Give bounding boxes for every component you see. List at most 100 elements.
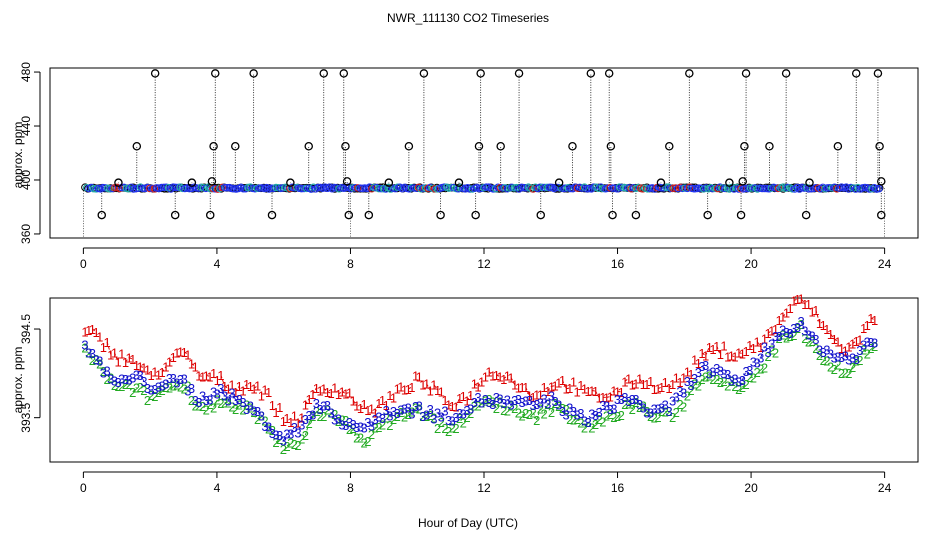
series-3-point: 3 [731, 372, 738, 387]
series-1-segment [304, 398, 310, 405]
series-2-segment [257, 415, 262, 420]
series-3-point: 3 [129, 371, 136, 386]
top-baseline-point [552, 183, 561, 192]
series-1-segment [551, 385, 556, 387]
series-1-segment [503, 375, 508, 380]
series-1-segment [191, 363, 196, 367]
series-2-point: 2 [563, 402, 570, 417]
series-1-point: 1 [757, 340, 764, 355]
series-3-point: 3 [570, 404, 577, 419]
series-1-segment [852, 340, 857, 345]
top-x-tick-label: 0 [80, 257, 87, 271]
top-outlier-point [656, 178, 666, 187]
series-2-point: 2 [225, 396, 232, 411]
series-1-point: 1 [838, 341, 845, 356]
series-2-point: 2 [100, 364, 107, 379]
top-baseline-point [875, 184, 883, 193]
series-3-point: 3 [753, 356, 760, 371]
series-1-point: 1 [346, 385, 353, 400]
series-3-point: 3 [515, 392, 522, 407]
series-1-point: 1 [537, 387, 544, 402]
top-baseline-point [267, 184, 276, 193]
series-1-segment [756, 341, 762, 348]
series-1-point: 1 [816, 316, 823, 331]
series-2-point: 2 [114, 379, 121, 394]
series-2-point: 2 [493, 401, 500, 416]
top-outlier-point [304, 142, 313, 151]
series-3-point: 3 [276, 428, 283, 443]
series-2-point: 2 [206, 397, 213, 412]
series-1-point: 1 [548, 379, 555, 394]
series-3-segment [128, 377, 134, 381]
top-baseline-point [206, 185, 215, 193]
series-1-point: 1 [247, 379, 254, 394]
bottom-series-3: 3333333333333333333333333333333333333333… [81, 314, 878, 448]
top-outlier-point [496, 142, 505, 151]
series-2-point: 2 [335, 414, 342, 429]
series-1-point: 1 [144, 362, 151, 377]
series-1-segment [92, 328, 97, 333]
series-3-point: 3 [610, 402, 617, 417]
series-2-point: 2 [430, 410, 437, 425]
series-1-point: 1 [331, 380, 338, 395]
top-outlier-point [404, 142, 414, 151]
series-3-point: 3 [445, 413, 452, 428]
series-1-segment [782, 312, 787, 318]
series-2-segment [415, 407, 420, 409]
series-3-point: 3 [596, 405, 603, 420]
series-1-point: 1 [790, 294, 797, 309]
series-2-segment [308, 415, 314, 424]
series-1-segment [224, 385, 229, 389]
series-2-point: 2 [441, 421, 448, 436]
series-3-point: 3 [540, 392, 547, 407]
series-3-point: 3 [269, 426, 276, 441]
series-1-point: 1 [834, 334, 841, 349]
series-1-segment [749, 344, 754, 349]
series-2-point: 2 [390, 412, 397, 427]
top-baseline-point [407, 184, 416, 192]
series-1-segment [716, 345, 721, 355]
series-2-segment [742, 383, 747, 388]
series-2-segment [316, 410, 321, 417]
series-2-point: 2 [287, 435, 294, 450]
series-3-point: 3 [647, 405, 654, 420]
series-3-segment [404, 406, 409, 409]
series-2-point: 2 [386, 418, 393, 433]
series-1-point: 1 [456, 391, 463, 406]
series-1-segment [206, 374, 211, 377]
series-2-point: 2 [717, 375, 724, 390]
top-x-tick-label: 12 [477, 257, 491, 271]
series-1-point: 1 [122, 355, 129, 370]
series-3-point: 3 [511, 393, 518, 408]
top-baseline-point [375, 184, 383, 193]
series-2-segment [863, 349, 868, 354]
series-2-point: 2 [636, 400, 643, 415]
series-3-point: 3 [706, 366, 713, 381]
series-1-segment [767, 330, 773, 334]
series-3-point: 3 [460, 407, 467, 422]
series-3-point: 3 [195, 395, 202, 410]
series-2-segment [536, 408, 541, 421]
series-3-point: 3 [533, 397, 540, 412]
series-3-point: 3 [148, 382, 155, 397]
series-1-segment [455, 397, 461, 407]
top-baseline-point [297, 184, 306, 193]
bottom-y-axis-label: approx. ppm [11, 347, 25, 414]
top-outlier-point [877, 177, 886, 186]
series-3-segment [804, 330, 809, 335]
series-2-segment [411, 407, 416, 412]
series-1-point: 1 [96, 330, 103, 345]
series-3-point: 3 [787, 326, 794, 341]
series-1-segment [848, 343, 853, 347]
series-2-point: 2 [305, 416, 312, 431]
series-2-segment [749, 376, 754, 379]
series-2-segment [485, 398, 490, 402]
series-3-point: 3 [764, 345, 771, 360]
series-3-point: 3 [331, 412, 338, 427]
series-1-point: 1 [177, 344, 184, 359]
series-3-point: 3 [463, 403, 470, 418]
series-3-point: 3 [236, 392, 243, 407]
top-baseline-point [146, 184, 154, 193]
series-2-point: 2 [496, 395, 503, 410]
series-3-point: 3 [485, 395, 492, 410]
